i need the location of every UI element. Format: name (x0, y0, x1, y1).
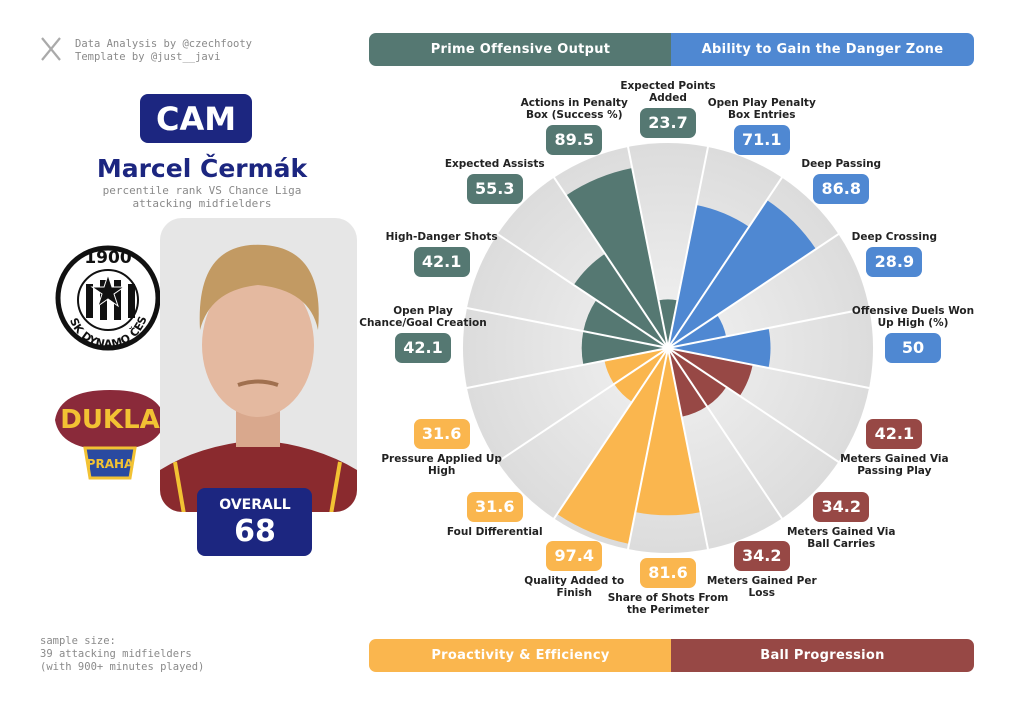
wedge (668, 315, 727, 348)
value-box: 42.1 (395, 333, 451, 363)
separator (464, 306, 669, 349)
separator (667, 232, 841, 349)
separator (626, 144, 669, 349)
value-box: 28.9 (866, 246, 923, 277)
value-box: 42.1 (866, 419, 923, 450)
separator (667, 347, 784, 521)
wedge (668, 348, 707, 417)
overall-value: 68 (234, 514, 276, 549)
group-header: Ball Progression (671, 639, 974, 672)
value-box: 31.6 (413, 419, 470, 450)
value-box: 34.2 (733, 540, 790, 571)
separator (552, 347, 669, 521)
separator (464, 347, 669, 390)
club-year: 1900 (84, 248, 131, 268)
wedge (573, 253, 668, 348)
value-box: 86.8 (813, 173, 870, 204)
x-logo (41, 37, 61, 61)
value-box: 71.1 (733, 125, 790, 156)
wedge (668, 200, 816, 348)
separator (495, 232, 669, 349)
footnote: (with 900+ minutes played) (40, 661, 205, 673)
value-box: 50 (885, 333, 941, 363)
metric-label: Actions in Penalty Box (Success %) (520, 97, 628, 122)
metric-label: Meters Gained Via Ball Carries (786, 526, 896, 551)
wedge (658, 299, 678, 348)
wedge (668, 205, 749, 348)
value-box: 81.6 (640, 558, 696, 588)
wedge (583, 300, 668, 348)
separator (667, 175, 784, 349)
metric-label: Open Play Penalty Box Entries (707, 97, 816, 122)
metric-label: Share of Shots From the Perimeter (607, 592, 729, 616)
value-box: 23.7 (640, 108, 696, 138)
metric-label: Meters Gained Per Loss (706, 574, 817, 599)
metric-label: Open Play Chance/Goal Creation (359, 305, 487, 329)
wedge (604, 348, 668, 384)
separator (495, 347, 669, 464)
opponent-city: PRAHA (87, 457, 134, 471)
separator (552, 175, 669, 349)
wedge (557, 348, 668, 544)
separator (667, 347, 872, 390)
overall-box (197, 488, 312, 556)
wedge (566, 168, 668, 348)
separator (626, 347, 669, 552)
position-box (140, 94, 252, 143)
wedge (668, 348, 753, 396)
separator (667, 347, 710, 552)
metric-label: Pressure Applied Up High (381, 453, 502, 478)
metric-label: Offensive Duels Won Up High (%) (851, 305, 975, 329)
subtitle: percentile rank VS Chance Liga attacking… (102, 184, 302, 210)
wedge (614, 348, 668, 402)
wedge (668, 328, 771, 368)
wedge (581, 331, 668, 365)
group-header: Ability to Gain the Danger Zone (671, 33, 974, 66)
metric-label: Meters Gained Via Passing Play (840, 453, 949, 478)
value-box: 55.3 (466, 173, 523, 204)
wedge (635, 348, 701, 516)
credit: Data Analysis by @czechfooty (75, 38, 253, 50)
metric-label: Deep Passing (801, 157, 882, 170)
separator (667, 306, 872, 349)
player-name: Marcel Čermák (97, 153, 309, 183)
value-box: 89.5 (546, 125, 603, 156)
value-box: 31.6 (466, 492, 523, 523)
metric-label: Expected Assists (444, 157, 545, 170)
group-header: Proactivity & Efficiency (369, 639, 672, 672)
photo-card (160, 218, 357, 512)
footnote: sample size: (40, 635, 116, 647)
position: CAM (156, 100, 236, 138)
metric-label: Foul Differential (446, 526, 543, 539)
wedge-background (463, 308, 668, 388)
value-box: 97.4 (546, 540, 603, 571)
metric-label: Quality Added to Finish (524, 574, 625, 599)
wedge-background (628, 143, 708, 348)
value-box: 34.2 (813, 492, 870, 523)
overall-label: OVERALL (219, 497, 290, 513)
credit: Template by @just__javi (75, 51, 221, 63)
pizza (463, 143, 874, 553)
metric-label: High-Danger Shots (385, 230, 498, 243)
metric-label: Deep Crossing (851, 230, 937, 243)
separator (667, 347, 841, 464)
wedge (668, 348, 727, 407)
opponent-name: DUKLA (60, 405, 160, 435)
metric-label: Expected Points Added (620, 80, 716, 104)
opponent-logo: DUKLA PRAHA (55, 390, 165, 480)
group-header: Prime Offensive Output (369, 33, 672, 66)
value-box: 42.1 (413, 246, 470, 277)
footnote: 39 attacking midfielders (40, 648, 192, 660)
separator (667, 144, 710, 349)
